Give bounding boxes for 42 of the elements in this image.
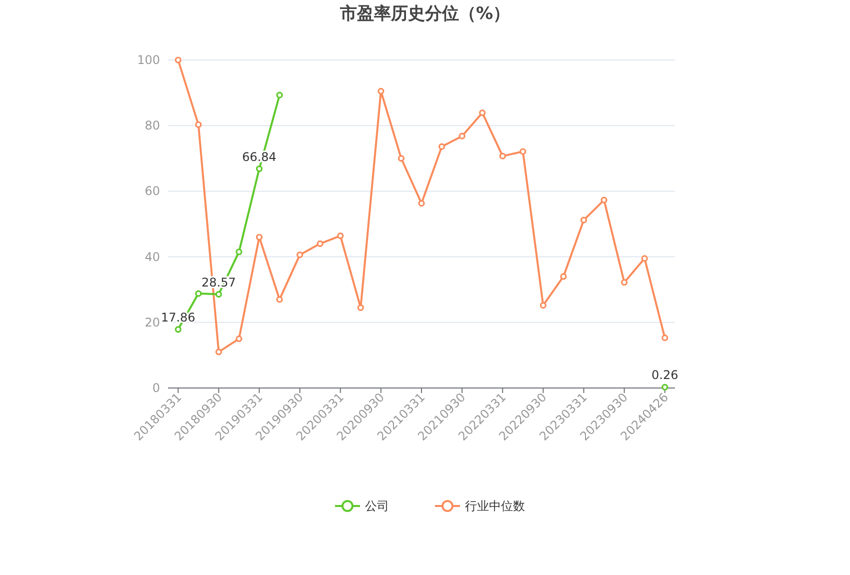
point: [438, 143, 446, 150]
y-tick-label: 40: [144, 250, 160, 264]
point: [580, 216, 588, 224]
point: [641, 255, 648, 262]
point: [662, 384, 668, 390]
legend-label: 行业中位数: [465, 499, 525, 513]
point: [479, 110, 486, 116]
point: [236, 248, 242, 256]
point: [276, 92, 283, 98]
point: [540, 302, 546, 309]
point: [621, 279, 628, 286]
point: [458, 132, 466, 140]
point: [256, 234, 263, 240]
point: [357, 304, 364, 311]
point: [174, 56, 182, 64]
point: [256, 165, 263, 172]
point: [276, 296, 283, 303]
point: [418, 200, 425, 207]
point: [316, 240, 324, 247]
point: [296, 252, 304, 258]
y-tick-label: 60: [144, 184, 160, 198]
point: [560, 273, 567, 280]
point: [378, 88, 384, 94]
point: [600, 196, 608, 204]
point: [195, 290, 202, 297]
point: [174, 326, 182, 333]
data-label: 0.26: [652, 368, 678, 382]
point: [215, 348, 222, 356]
point: [520, 148, 526, 155]
y-tick-label: 100: [137, 53, 160, 67]
y-tick-label: 0: [152, 381, 160, 395]
point: [499, 152, 506, 160]
legend-label: 公司: [365, 499, 389, 513]
point: [215, 290, 222, 298]
point: [337, 232, 344, 240]
y-tick-label: 80: [144, 118, 160, 133]
point: [398, 155, 405, 162]
chart-title: 市盈率历史分位（%）: [338, 4, 510, 24]
point: [236, 336, 242, 342]
point: [662, 334, 668, 342]
y-tick-label: 20: [144, 315, 160, 330]
point: [195, 121, 202, 128]
